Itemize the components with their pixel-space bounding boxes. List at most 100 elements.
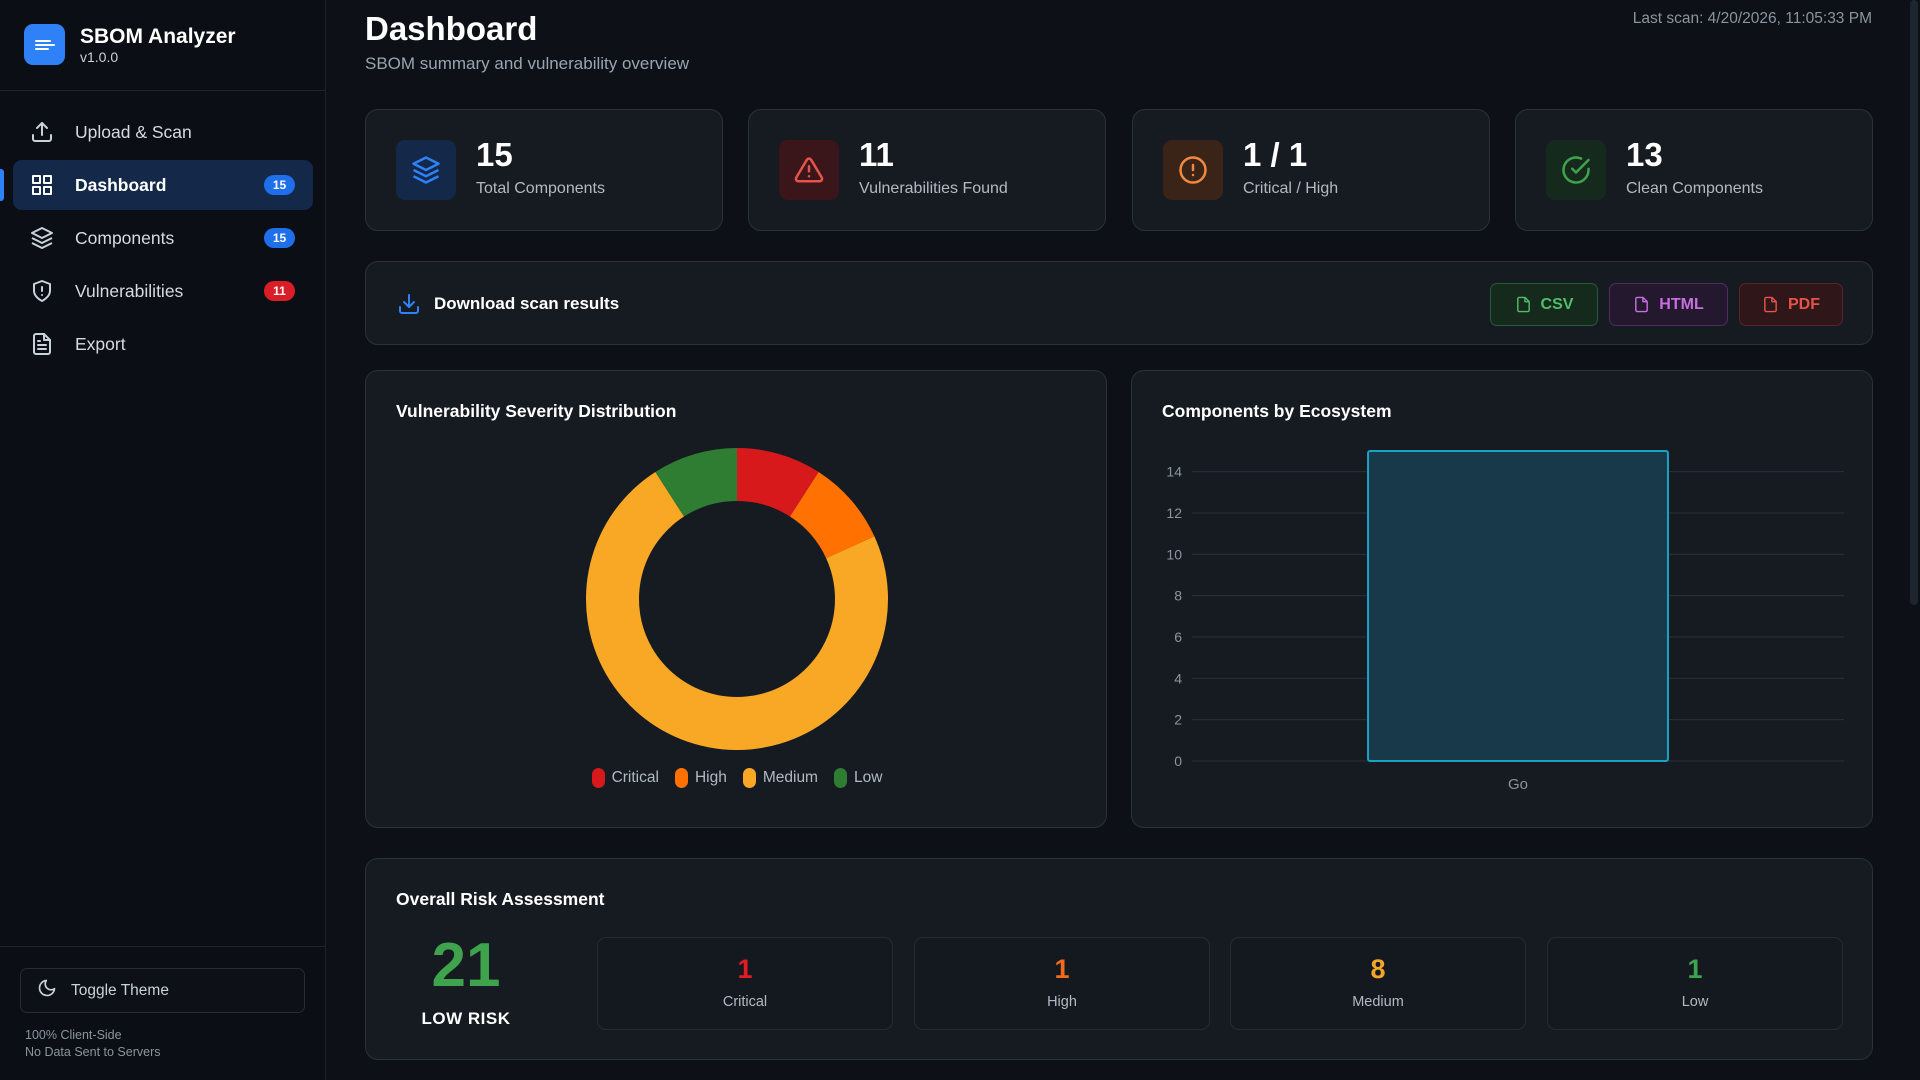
brand[interactable]: SBOM Analyzer v1.0.0 [24, 24, 236, 65]
upload-icon [29, 119, 55, 145]
risk-count: 1 [1054, 954, 1070, 984]
stat-value: 11 [859, 136, 894, 173]
legend-item-critical[interactable]: Critical [591, 768, 659, 788]
alert-triangle-icon [779, 140, 839, 200]
sidebar-item-vulnerabilities[interactable]: Vulnerabilities 11 [13, 266, 313, 316]
count-badge: 15 [264, 175, 295, 195]
risk-count: 1 [737, 954, 753, 984]
moon-icon [37, 978, 57, 1003]
logo-icon [24, 24, 65, 65]
stat-value: 13 [1626, 136, 1663, 173]
divider [0, 90, 326, 91]
legend-item-low[interactable]: Low [833, 768, 883, 788]
count-badge: 11 [264, 281, 295, 301]
risk-label: Medium [1352, 994, 1404, 1010]
toggle-theme-label: Toggle Theme [71, 981, 169, 999]
layers-icon [29, 225, 55, 251]
y-tick-label: 12 [1166, 505, 1182, 521]
donut-slice-high[interactable] [789, 471, 875, 559]
sidebar: SBOM Analyzer v1.0.0 Upload & Scan Dashb… [0, 0, 326, 1080]
button-label: PDF [1788, 295, 1820, 313]
risk-label: High [1047, 994, 1077, 1010]
sidebar-item-label: Components [75, 227, 175, 248]
layers-icon [396, 140, 456, 200]
page-subtitle: SBOM summary and vulnerability overview [365, 54, 690, 73]
sidebar-item-label: Vulnerabilities [75, 280, 184, 301]
donut-slice-critical[interactable] [737, 448, 819, 517]
sidebar-item-export[interactable]: Export [13, 319, 313, 369]
severity-donut-chart [586, 448, 888, 750]
risk-title: Overall Risk Assessment [396, 889, 605, 909]
risk-level: LOW RISK [421, 1009, 511, 1028]
stat-label: Clean Components [1626, 180, 1763, 197]
legend-swatch [674, 768, 688, 788]
check-circle-icon [1546, 140, 1606, 200]
button-label: CSV [1540, 295, 1574, 313]
sidebar-item-dashboard[interactable]: Dashboard 15 [0, 160, 313, 210]
risk-label: Low [1681, 994, 1709, 1010]
stat-card-vulnerabilities: 11 Vulnerabilities Found [748, 109, 1106, 231]
sidebar-item-label: Dashboard [75, 174, 167, 195]
download-icon [397, 292, 421, 321]
stat-card-total-components: 15 Total Components [365, 109, 723, 231]
download-html-button[interactable]: HTML [1609, 283, 1728, 326]
privacy-line: 100% Client-Side [25, 1028, 122, 1042]
y-tick-label: 6 [1174, 629, 1182, 645]
sidebar-item-label: Upload & Scan [75, 121, 192, 142]
bar-go[interactable] [1367, 450, 1669, 762]
download-csv-button[interactable]: CSV [1490, 283, 1598, 326]
y-tick-label: 4 [1174, 670, 1182, 686]
stat-label: Critical / High [1243, 180, 1339, 197]
ecosystem-bar-chart: 0 2 4 6 8 10 12 14 Go [1166, 450, 1844, 793]
app-version: v1.0.0 [80, 49, 119, 65]
donut-slice-low[interactable] [655, 448, 737, 517]
y-tick-label: 0 [1174, 753, 1182, 769]
legend-label: High [694, 769, 727, 786]
alert-circle-icon [1163, 140, 1223, 200]
stat-value: 15 [476, 136, 513, 173]
x-tick-label: Go [1508, 776, 1528, 793]
risk-score: 21 [431, 931, 501, 1000]
chart-legend: Critical High Medium Low [366, 768, 1108, 788]
legend-label: Critical [611, 769, 659, 786]
legend-swatch [833, 768, 847, 788]
legend-label: Medium [762, 769, 818, 786]
toggle-theme-button[interactable]: Toggle Theme [20, 968, 305, 1013]
document-icon [29, 331, 55, 357]
risk-count: 8 [1370, 954, 1386, 984]
privacy-note: 100% Client-Side No Data Sent to Servers [25, 1027, 160, 1061]
download-pdf-button[interactable]: PDF [1739, 283, 1843, 326]
sidebar-item-components[interactable]: Components 15 [13, 213, 313, 263]
severity-chart-card: Vulnerability Severity Distribution Crit… [365, 370, 1107, 828]
y-tick-label: 10 [1166, 546, 1182, 562]
button-label: HTML [1659, 295, 1704, 313]
sidebar-item-upload-scan[interactable]: Upload & Scan [13, 107, 313, 157]
legend-label: Low [853, 769, 883, 786]
risk-assessment-card: Overall Risk Assessment 21 LOW RISK 1 Cr… [365, 858, 1873, 1060]
donut-slice-medium[interactable] [586, 471, 888, 750]
scrollbar[interactable] [1908, 0, 1920, 1080]
download-bar: Download scan results CSV HTML PDF [365, 261, 1873, 345]
page-title: Dashboard [365, 10, 538, 47]
main-content: Dashboard SBOM summary and vulnerability… [326, 0, 1920, 1080]
chart-title: Components by Ecosystem [1162, 401, 1392, 421]
legend-swatch [591, 768, 605, 788]
divider [0, 946, 326, 947]
risk-box-high: 1 High [914, 937, 1210, 1030]
sidebar-nav: Upload & Scan Dashboard 15 Components 15 [0, 107, 313, 372]
app-name: SBOM Analyzer [80, 25, 236, 48]
file-icon [1633, 296, 1650, 313]
legend-item-medium[interactable]: Medium [742, 768, 818, 788]
risk-label: Critical [722, 994, 768, 1010]
stat-card-critical-high: 1 / 1 Critical / High [1132, 109, 1490, 231]
y-tick-label: 8 [1174, 588, 1182, 604]
chart-title: Vulnerability Severity Distribution [396, 401, 677, 421]
file-icon [1515, 296, 1532, 313]
stat-label: Total Components [476, 180, 605, 197]
stat-label: Vulnerabilities Found [859, 180, 1008, 197]
last-scan-timestamp: Last scan: 4/20/2026, 11:05:33 PM [1632, 10, 1872, 27]
scrollbar-thumb[interactable] [1910, 0, 1918, 605]
count-badge: 15 [264, 228, 295, 248]
legend-item-high[interactable]: High [674, 768, 727, 788]
ecosystem-chart-card: Components by Ecosystem 0 2 4 6 8 10 12 14 Go [1131, 370, 1873, 828]
